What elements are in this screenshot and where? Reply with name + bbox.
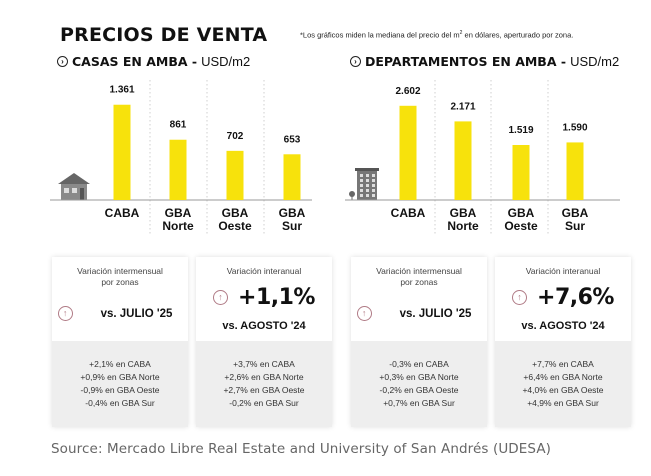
category-label: Oeste <box>218 219 252 233</box>
detail-line: -0,9% en GBA Oeste <box>80 385 160 395</box>
card-details: +7,7% en CABA +6,4% en GBA Norte +4,0% e… <box>495 341 631 427</box>
bar-value-label: 702 <box>227 131 244 142</box>
detail-line: +0,3% en GBA Norte <box>379 372 459 382</box>
category-label: Sur <box>282 219 302 233</box>
bar-gba-sur <box>283 154 301 200</box>
bar-caba <box>399 105 417 200</box>
detail-line: +4,9% en GBA Sur <box>527 398 599 408</box>
arrow-right-circle-icon: › <box>350 56 361 67</box>
category-label: CABA <box>391 206 426 220</box>
cards-departamentos: Variación intermensual por zonas ↑ vs. JU… <box>351 257 631 427</box>
cards-casas: Variación intermensual por zonas ↑ vs. JU… <box>52 257 332 427</box>
chart-departamentos: 2.602 CABA 2.171 GBA Norte 1.519 GBA Oeste 1.590… <box>345 80 620 240</box>
vs-label: vs. AGOSTO '24 <box>521 320 605 332</box>
detail-line: -0,2% en GBA Oeste <box>379 385 459 395</box>
card-yearly-casas: Variación interanual ↑ +1,1% vs. AGOSTO … <box>196 257 332 427</box>
yearly-change-value: +1,1% <box>238 285 315 310</box>
card-heading: Variación interanual <box>525 266 601 276</box>
detail-line: +2,1% en CABA <box>89 359 151 369</box>
chart-casas: 1.361 CABA 861 GBA Norte 702 GBA Oeste 653 GBA Sur <box>50 80 312 240</box>
bar-value-label: 653 <box>284 134 301 145</box>
card-monthly-departamentos: Variación intermensual por zonas ↑ vs. JU… <box>351 257 487 427</box>
category-label: Sur <box>565 219 585 233</box>
detail-line: -0,4% en GBA Sur <box>85 398 155 408</box>
bar-gba-norte <box>169 139 187 200</box>
detail-line: +0,7% en GBA Sur <box>383 398 455 408</box>
card-heading: Variación intermensual por zonas <box>77 266 163 287</box>
category-label: CABA <box>105 206 140 220</box>
category-label: GBA <box>508 206 535 220</box>
category-label: GBA <box>165 206 192 220</box>
vs-label: vs. JULIO '25 <box>100 307 173 320</box>
arrow-up-circle-icon: ↑ <box>57 306 73 321</box>
detail-line: -0,2% en GBA Sur <box>229 398 299 408</box>
category-label: GBA <box>562 206 589 220</box>
bar-gba-norte <box>454 121 472 200</box>
detail-line: +7,7% en CABA <box>532 359 594 369</box>
card-yearly-departamentos: Variación interanual ↑ +7,6% vs. AGOSTO … <box>495 257 631 427</box>
card-details: +3,7% en CABA +2,6% en GBA Norte +2,7% e… <box>196 341 332 427</box>
detail-line: +2,6% en GBA Norte <box>224 372 304 382</box>
detail-line: -0,3% en CABA <box>389 359 449 369</box>
vs-label: vs. JULIO '25 <box>399 307 472 320</box>
category-label: Norte <box>447 219 479 233</box>
detail-line: +0,9% en GBA Norte <box>80 372 160 382</box>
bar-gba-oeste <box>226 150 244 200</box>
detail-line: +3,7% en CABA <box>233 359 295 369</box>
category-label: Oeste <box>504 219 538 233</box>
chart-departamentos-svg: 2.602CABA2.171GBANorte1.519GBAOeste1.590… <box>345 80 620 235</box>
card-details: -0,3% en CABA +0,3% en GBA Norte -0,2% e… <box>351 341 487 427</box>
card-monthly-casas: Variación intermensual por zonas ↑ vs. JU… <box>52 257 188 427</box>
bar-caba <box>113 104 131 200</box>
source-caption: Source: Mercado Libre Real Estate and Un… <box>51 441 552 457</box>
bar-value-label: 1.519 <box>508 125 533 136</box>
category-label: Norte <box>162 219 194 233</box>
detail-line: +2,7% en GBA Oeste <box>223 385 305 395</box>
card-details: +2,1% en CABA +0,9% en GBA Norte -0,9% e… <box>52 341 188 427</box>
bar-value-label: 861 <box>170 120 187 131</box>
arrow-up-circle-icon: ↑ <box>512 290 528 305</box>
bar-value-label: 2.602 <box>395 86 420 97</box>
arrow-up-circle-icon: ↑ <box>356 306 372 321</box>
detail-line: +4,0% en GBA Oeste <box>522 385 604 395</box>
footnote: *Los gráficos miden la mediana del preci… <box>300 30 574 40</box>
detail-line: +6,4% en GBA Norte <box>523 372 603 382</box>
card-heading: Variación interanual <box>226 266 302 276</box>
house-icon <box>58 173 90 200</box>
building-icon <box>349 168 379 200</box>
section-title-departamentos: › DEPARTAMENTOS EN AMBA - USD/m2 <box>350 54 619 69</box>
bar-value-label: 2.171 <box>450 101 475 112</box>
section-title-casas: › CASAS EN AMBA - USD/m2 <box>57 54 250 69</box>
card-heading: Variación intermensual por zonas <box>376 266 462 287</box>
yearly-change-value: +7,6% <box>537 285 614 310</box>
bar-value-label: 1.361 <box>109 85 134 96</box>
category-label: GBA <box>222 206 249 220</box>
bar-value-label: 1.590 <box>562 122 587 133</box>
vs-label: vs. AGOSTO '24 <box>222 320 306 332</box>
bar-gba-sur <box>566 142 584 200</box>
bar-gba-oeste <box>512 145 530 200</box>
category-label: GBA <box>279 206 306 220</box>
category-label: GBA <box>450 206 477 220</box>
arrow-up-circle-icon: ↑ <box>213 290 229 305</box>
arrow-right-circle-icon: › <box>57 56 68 67</box>
page-title: PRECIOS DE VENTA <box>60 24 268 46</box>
